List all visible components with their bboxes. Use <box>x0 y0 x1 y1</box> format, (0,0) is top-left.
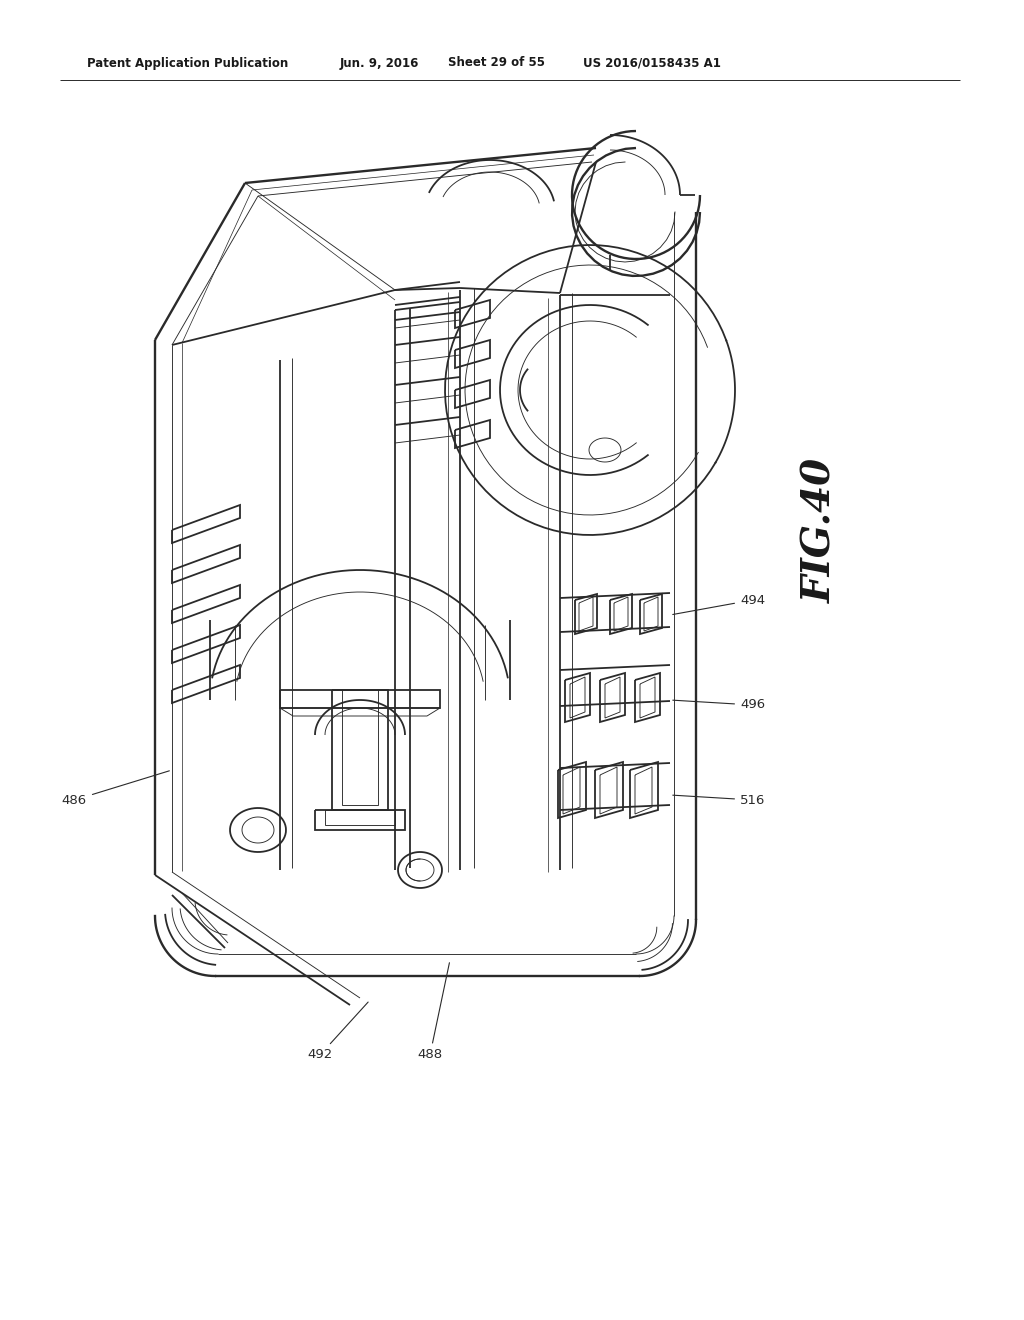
Text: 496: 496 <box>673 698 765 711</box>
Text: 494: 494 <box>673 594 765 615</box>
Text: US 2016/0158435 A1: US 2016/0158435 A1 <box>583 57 721 70</box>
Text: 492: 492 <box>307 1002 369 1061</box>
Text: 516: 516 <box>673 793 765 807</box>
Text: Patent Application Publication: Patent Application Publication <box>87 57 288 70</box>
Text: FIG.40: FIG.40 <box>801 458 839 602</box>
Text: Jun. 9, 2016: Jun. 9, 2016 <box>340 57 420 70</box>
Text: Sheet 29 of 55: Sheet 29 of 55 <box>449 57 545 70</box>
Text: 488: 488 <box>418 962 450 1061</box>
Text: 486: 486 <box>61 771 169 807</box>
